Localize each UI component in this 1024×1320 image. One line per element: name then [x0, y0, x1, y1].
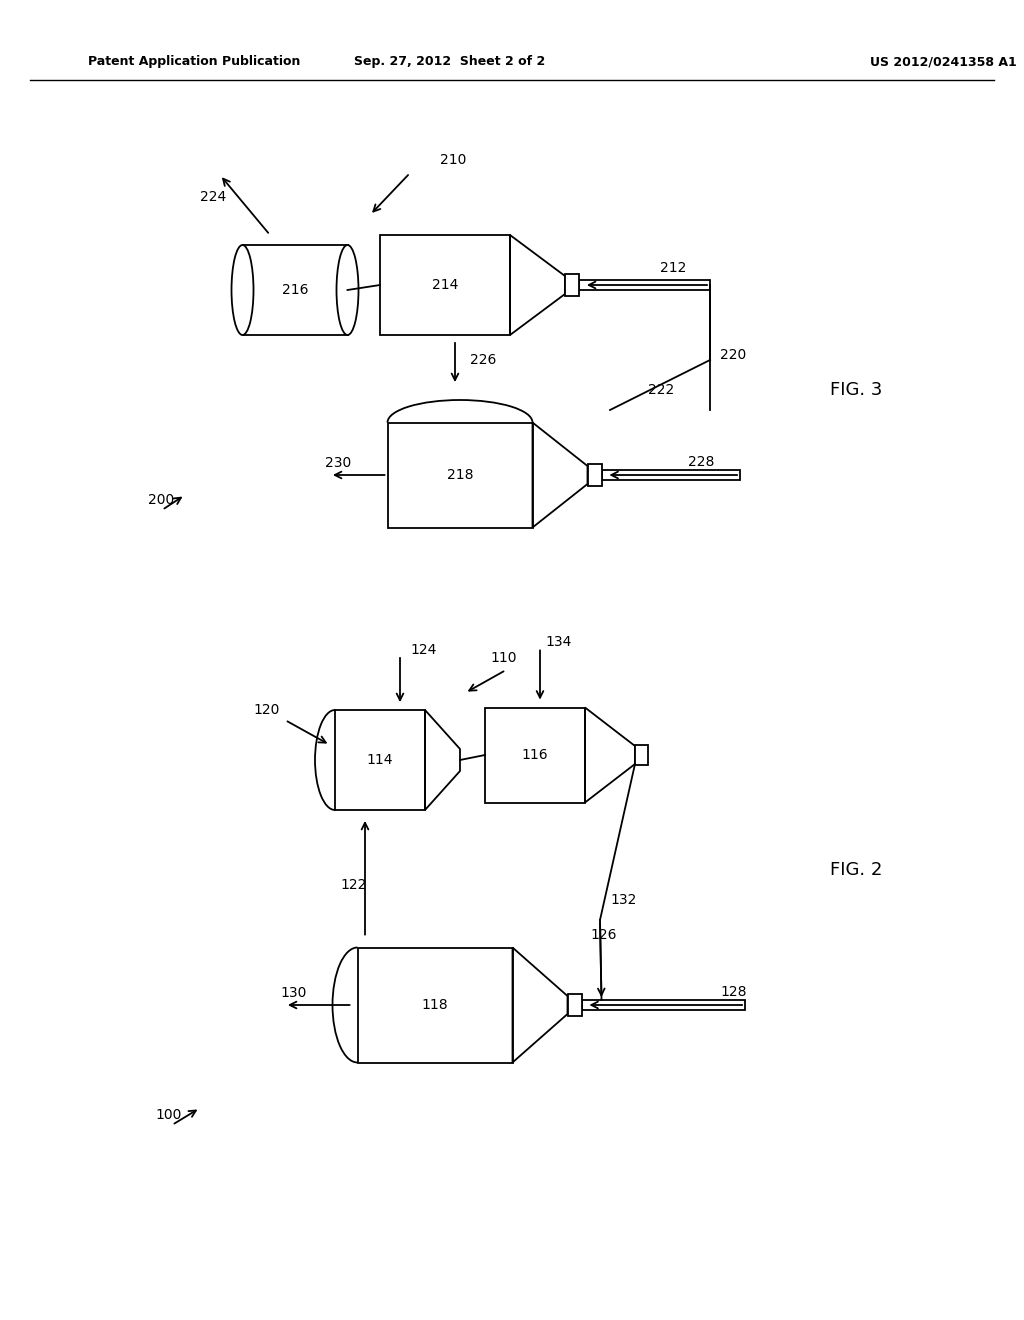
Text: US 2012/0241358 A1: US 2012/0241358 A1: [870, 55, 1017, 69]
Bar: [635, 744, 648, 766]
Text: 126: 126: [590, 928, 616, 942]
Bar: [567, 994, 582, 1016]
Bar: [582, 1001, 745, 1010]
Bar: [565, 275, 579, 296]
Text: 228: 228: [688, 455, 715, 469]
Bar: [335, 710, 425, 810]
Bar: [588, 465, 601, 486]
Text: 130: 130: [280, 986, 306, 1001]
Bar: [601, 470, 740, 480]
Text: 224: 224: [200, 190, 226, 205]
Text: Sep. 27, 2012  Sheet 2 of 2: Sep. 27, 2012 Sheet 2 of 2: [354, 55, 546, 69]
Text: 110: 110: [490, 651, 516, 665]
Ellipse shape: [231, 246, 254, 335]
Text: 116: 116: [521, 748, 548, 762]
Text: 100: 100: [155, 1107, 181, 1122]
Ellipse shape: [337, 246, 358, 335]
Text: 132: 132: [610, 894, 636, 907]
Text: 120: 120: [254, 704, 280, 717]
Text: FIG. 3: FIG. 3: [830, 381, 883, 399]
Bar: [387, 422, 532, 528]
Text: 128: 128: [720, 985, 746, 999]
Text: 212: 212: [660, 261, 686, 275]
Text: 122: 122: [340, 878, 367, 892]
Text: 114: 114: [367, 752, 393, 767]
Text: 226: 226: [470, 352, 497, 367]
Text: 118: 118: [422, 998, 449, 1012]
Bar: [380, 235, 510, 335]
Text: 200: 200: [148, 492, 174, 507]
Bar: [579, 280, 710, 290]
Text: 210: 210: [440, 153, 466, 168]
Bar: [485, 708, 585, 803]
Text: 216: 216: [282, 282, 308, 297]
Text: 134: 134: [545, 635, 571, 649]
Text: FIG. 2: FIG. 2: [830, 861, 883, 879]
Text: 220: 220: [720, 348, 746, 362]
Bar: [357, 948, 512, 1063]
Bar: [243, 246, 347, 335]
Text: Patent Application Publication: Patent Application Publication: [88, 55, 300, 69]
Text: 218: 218: [446, 469, 473, 482]
Text: 214: 214: [432, 279, 458, 292]
Text: 230: 230: [325, 455, 351, 470]
Text: 124: 124: [410, 643, 436, 657]
Text: 222: 222: [648, 383, 674, 397]
